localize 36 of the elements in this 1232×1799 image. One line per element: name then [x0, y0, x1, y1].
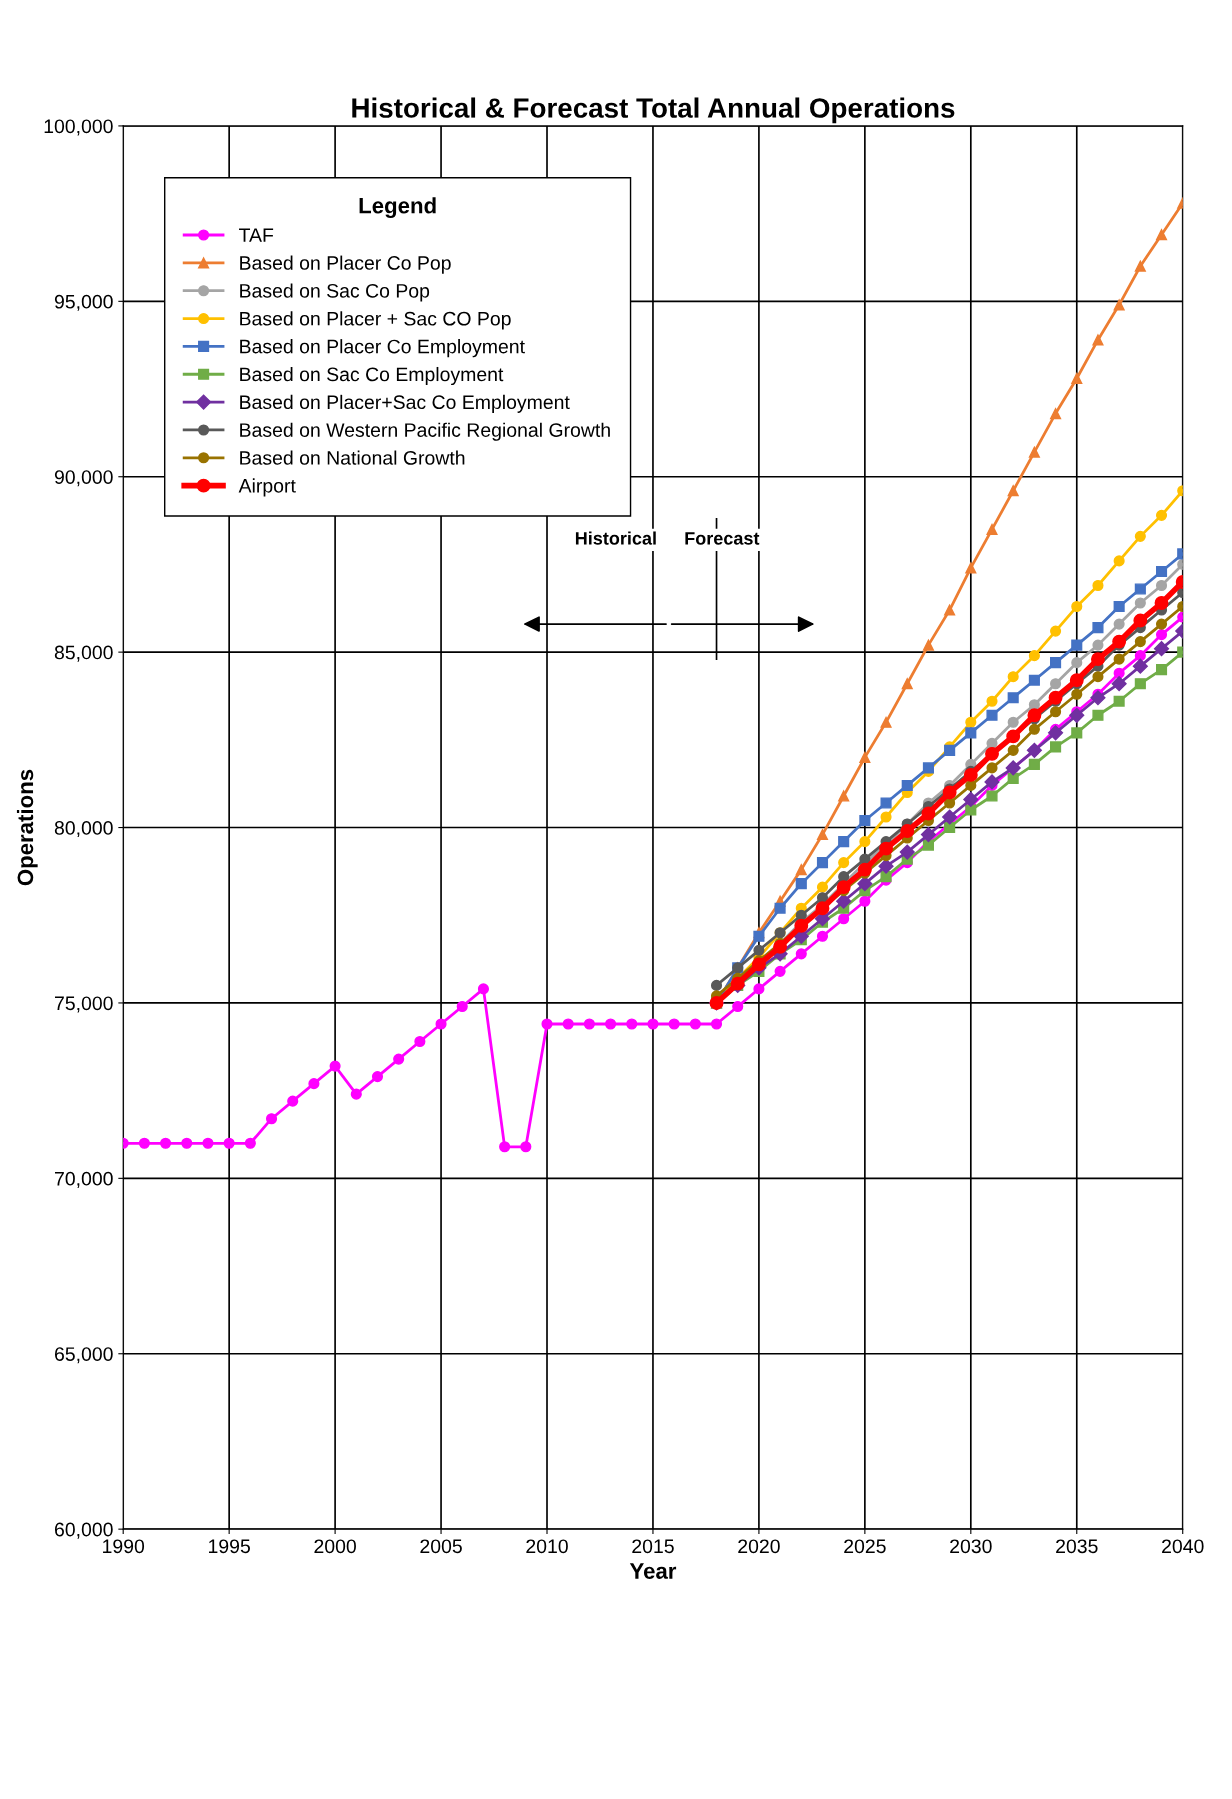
- annotation: Historical: [575, 531, 656, 545]
- y-tick-label: 65,000: [55, 1347, 113, 1364]
- x-tick-label: 1990: [103, 1539, 145, 1554]
- legend-label: Based on Sac Co Pop: [240, 283, 430, 302]
- legend-label: Based on Placer Co Pop: [240, 255, 451, 274]
- x-tick-label: 2010: [526, 1539, 568, 1554]
- y-tick-label: 90,000: [54, 470, 113, 487]
- y-tick-label: 85,000: [54, 645, 113, 662]
- y-tick-label: 80,000: [54, 821, 113, 838]
- legend-title: Legend: [359, 197, 436, 219]
- annotation: Forecast: [685, 532, 760, 545]
- y-tick-label: 70,000: [55, 1171, 113, 1188]
- legend-label: Based on Placer + Sac CO Pop: [240, 311, 511, 330]
- x-tick-label: 2035: [1056, 1539, 1098, 1554]
- y-axis-title: Operations: [16, 769, 38, 886]
- y-tick-label: 100,000: [44, 119, 113, 136]
- x-tick-label: 1995: [209, 1539, 250, 1554]
- legend-label: Based on Placer+Sac Co Employment: [240, 394, 570, 413]
- legend-label: TAF: [239, 228, 274, 242]
- x-tick-label: 2040: [1162, 1539, 1204, 1554]
- legend-label: Based on Placer Co Employment: [240, 339, 525, 358]
- legend-label: Airport: [238, 478, 296, 497]
- x-tick-label: 2020: [738, 1539, 780, 1554]
- x-tick-label: 2030: [950, 1539, 992, 1554]
- y-tick-label: 95,000: [54, 294, 113, 311]
- chart-title: Historical & Forecast Total Annual Operations: [352, 97, 955, 124]
- x-tick-label: 2025: [844, 1539, 886, 1554]
- y-tick-label: 60,000: [55, 1522, 113, 1539]
- legend-label: Based on Sac Co Employment: [240, 366, 504, 386]
- legend-label: Based on Western Pacific Regional Growth: [240, 422, 610, 441]
- x-tick-label: 2000: [314, 1539, 356, 1554]
- y-tick-label: 75,000: [55, 996, 113, 1013]
- x-tick-label: 2005: [420, 1539, 462, 1554]
- x-tick-label: 2015: [632, 1539, 674, 1554]
- x-axis-title: Year: [629, 1563, 677, 1579]
- legend-label: Based on National Growth: [240, 450, 465, 465]
